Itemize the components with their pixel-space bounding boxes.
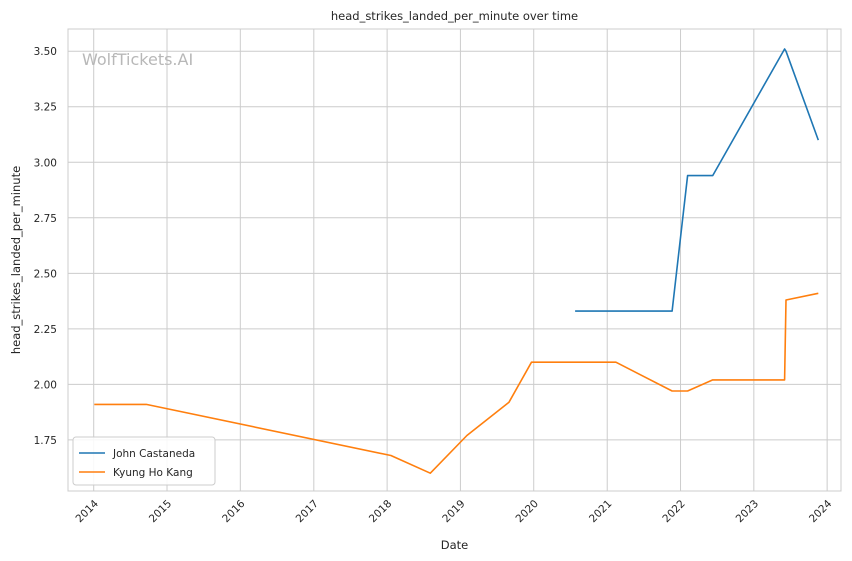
plot-frame <box>67 28 842 492</box>
y-tick-label: 2.75 <box>34 213 57 225</box>
x-axis-label: Date <box>441 538 469 552</box>
series-group <box>94 48 820 474</box>
series-line-1 <box>94 292 819 474</box>
y-tick-label: 3.50 <box>34 46 57 58</box>
y-axis-label: head_strikes_landed_per_minute <box>9 166 23 354</box>
y-tick-label: 2.00 <box>34 379 57 391</box>
y-tick-label: 2.50 <box>34 268 57 280</box>
y-tick-label: 3.25 <box>34 102 57 114</box>
watermark: WolfTickets.AI <box>82 50 193 69</box>
legend-label: Kyung Ho Kang <box>113 467 193 479</box>
y-axis-ticks: 1.75 2.00 2.25 2.50 2.75 3.00 3.25 3.50 <box>34 46 57 447</box>
chart-title: head_strikes_landed_per_minute over time <box>331 9 578 23</box>
grid <box>68 29 841 491</box>
y-tick-label: 3.00 <box>34 157 57 169</box>
legend: John Castaneda Kyung Ho Kang <box>72 436 216 486</box>
y-tick-label: 2.25 <box>34 324 57 336</box>
legend-label: John Castaneda <box>112 448 195 460</box>
legend-box <box>72 436 216 486</box>
y-tick-label: 1.75 <box>34 435 57 447</box>
